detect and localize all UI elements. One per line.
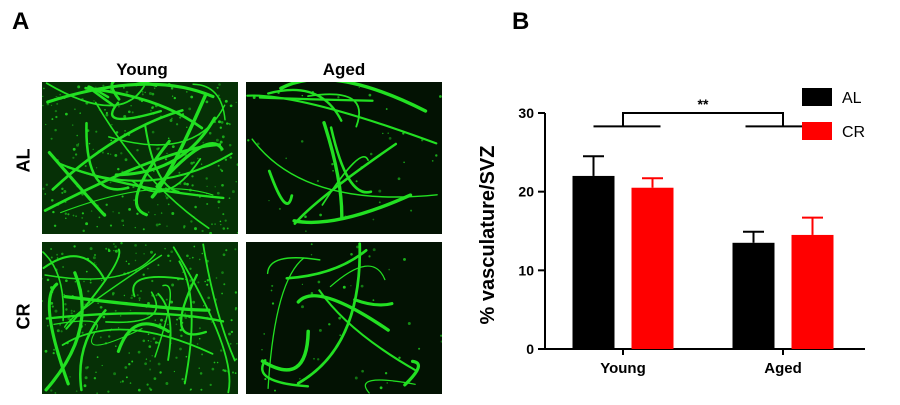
bar-cr-young: [631, 187, 674, 349]
bar-al-young: [572, 175, 615, 349]
x-tick-label: Young: [600, 360, 646, 377]
micrograph-aged-cr: [246, 242, 442, 394]
column-label-aged: Aged: [322, 60, 366, 79]
x-tick-label: Aged: [764, 360, 802, 377]
row-label-cr: CR: [13, 303, 34, 330]
micrograph-young-al: [42, 82, 238, 234]
column-label-young: Young: [116, 60, 168, 79]
micrograph-aged-al: [246, 82, 442, 234]
y-tick-label: 30: [518, 105, 534, 121]
bar-chart: % vasculature/SVZ 0 10 20 30 Young Aged ** AL CR: [477, 88, 865, 377]
y-tick-label: 20: [518, 184, 534, 200]
y-axis-label: % vasculature/SVZ: [477, 146, 499, 325]
bar-al-aged: [732, 242, 775, 349]
panel-b-letter: B: [512, 8, 530, 35]
panel-a-letter: A: [12, 8, 30, 35]
legend-label-cr: CR: [842, 124, 865, 141]
legend-label-al: AL: [842, 90, 862, 107]
significance-bracket: [622, 112, 784, 127]
row-label-al: AL: [13, 148, 34, 173]
y-tick-label: 0: [526, 341, 534, 357]
significance-label: **: [698, 96, 709, 112]
bar-cr-aged: [791, 234, 834, 349]
legend-swatch-cr: [802, 122, 832, 140]
y-tick-label: 10: [518, 262, 534, 278]
micrograph-young-cr: [42, 242, 238, 394]
legend-swatch-al: [802, 88, 832, 106]
